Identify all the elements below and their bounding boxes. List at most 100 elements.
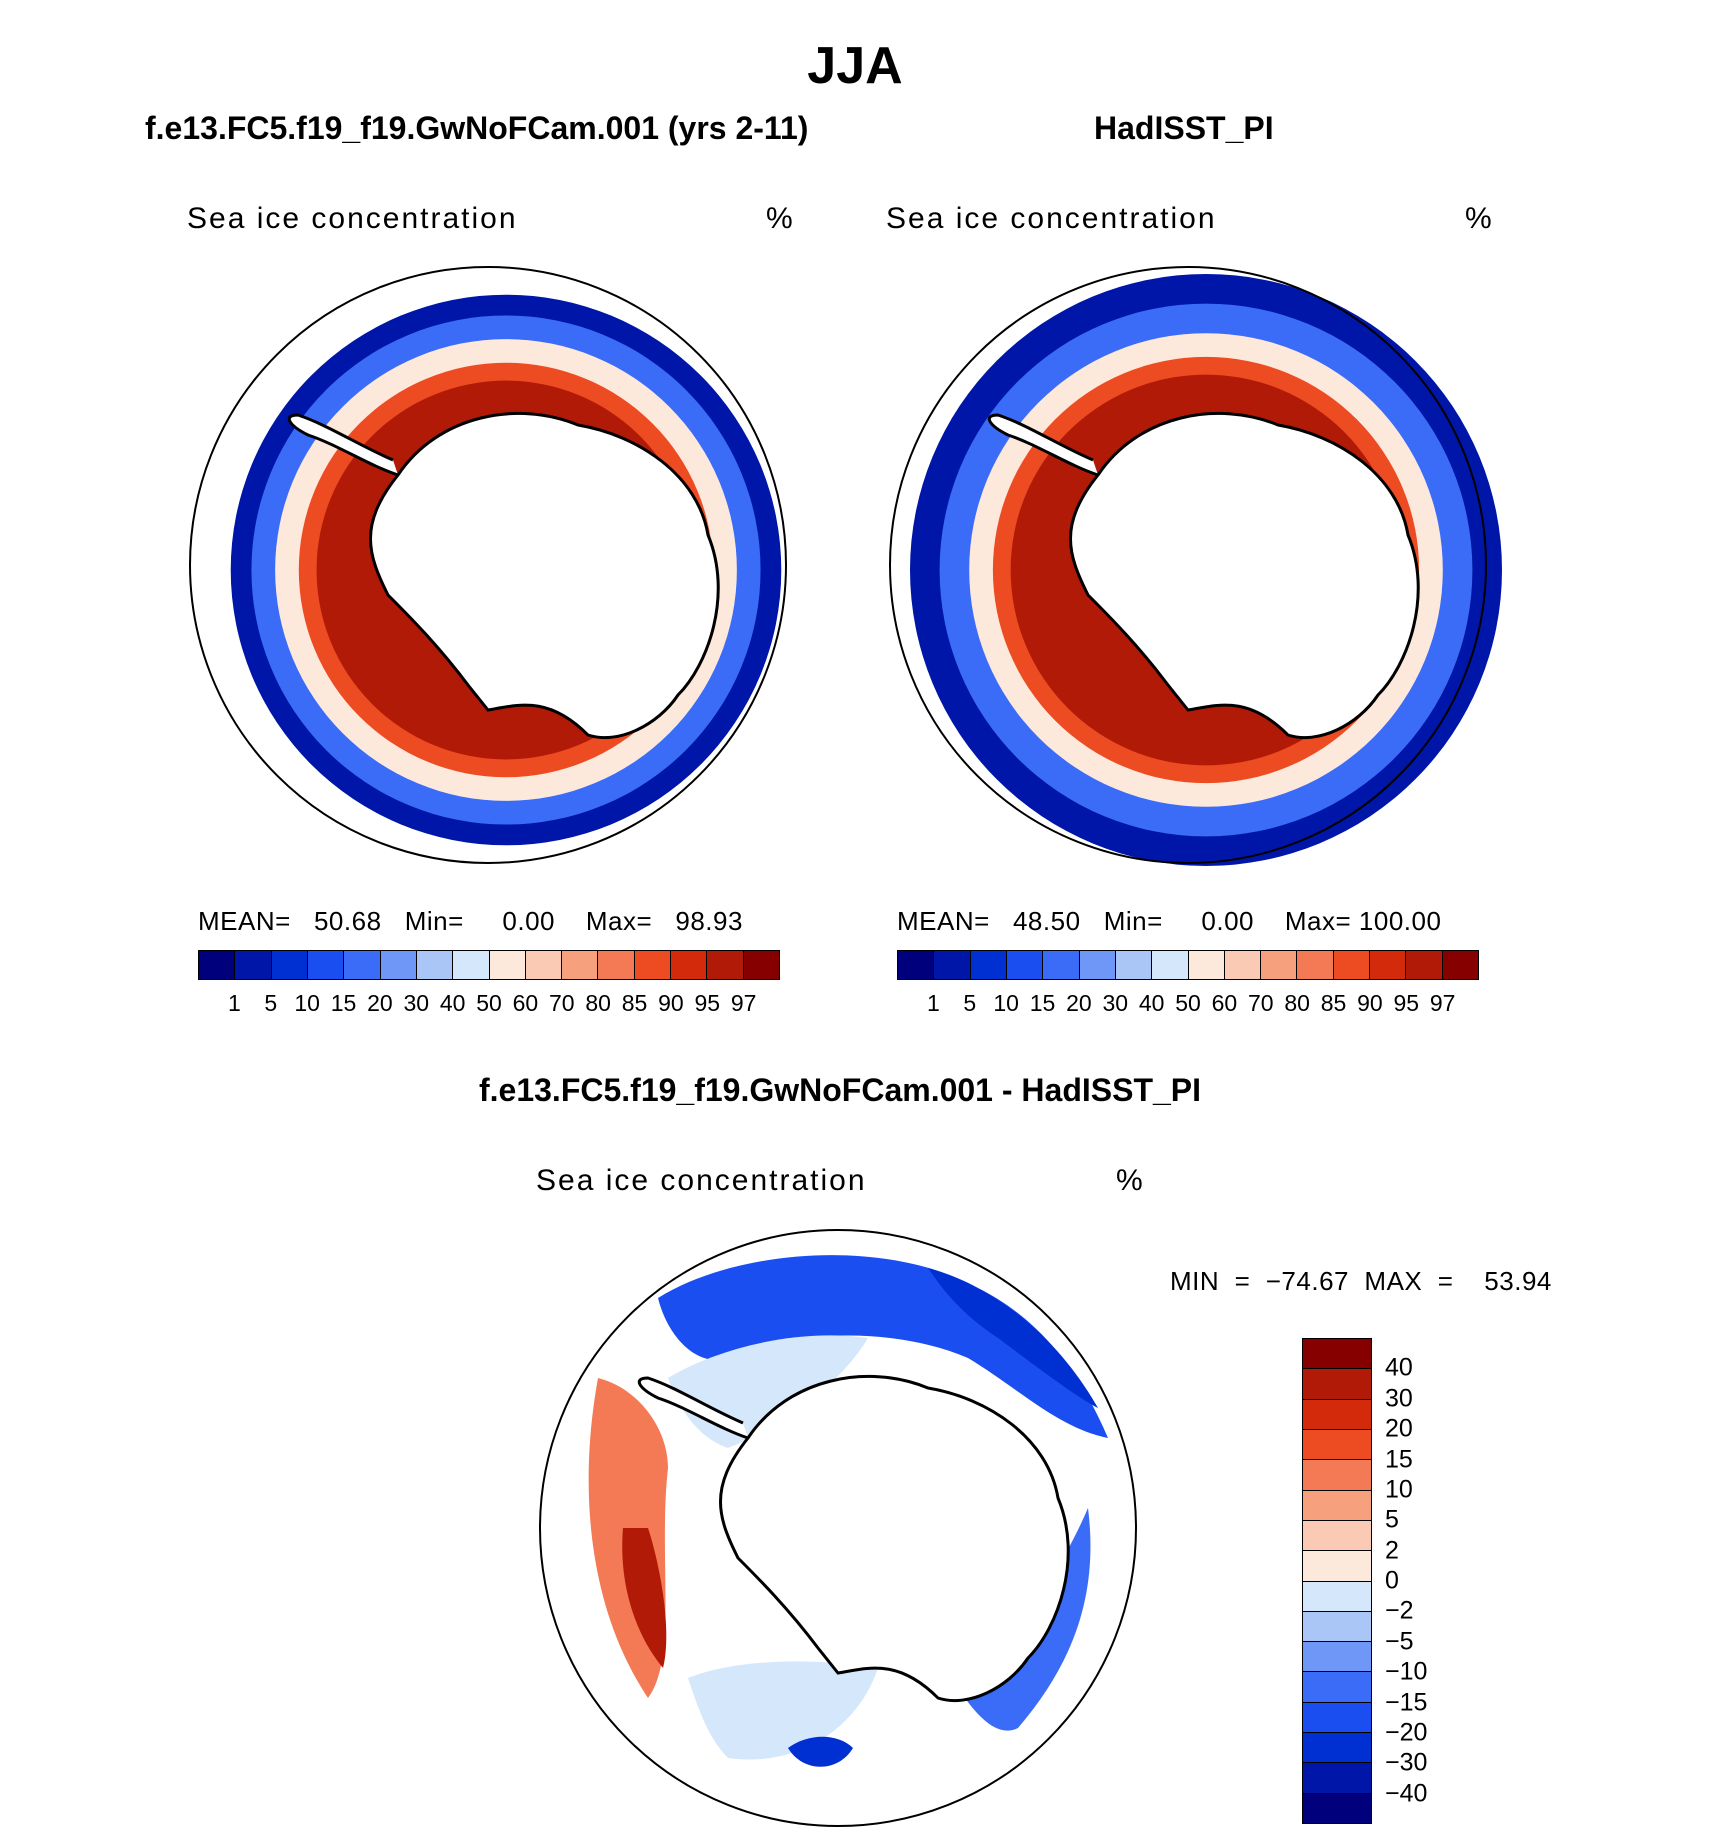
colorbar-tick-label: −30 [1385,1748,1428,1777]
colorbar-tick-label: 20 [1066,990,1092,1016]
colorbar-swatch [1079,951,1116,979]
colorbar-tick-label: 40 [439,990,466,1016]
colorbar-tick-label: 1 [926,990,940,1016]
colorbar-tick-label: 15 [330,990,357,1016]
antarctic-peninsula-coastline [987,413,1099,477]
colorbar-swatch [271,951,308,979]
antarctic-peninsula-coastline [287,413,399,477]
colorbar-tick-label: 30 [1385,1384,1413,1413]
colorbar-swatch [1303,1490,1371,1521]
colorbar-tick-label: 85 [621,990,648,1016]
colorbar-swatch [453,951,490,979]
colorbar-swatch [1303,1460,1371,1491]
obs-map-boundary [889,266,1487,864]
colorbar-tick-label: 1 [227,990,241,1016]
colorbar-tick-label: 70 [1247,990,1274,1016]
diff-map-boundary [539,1229,1137,1827]
colorbar-swatch [525,951,563,979]
colorbar-tick-label: −40 [1385,1779,1428,1808]
colorbar-swatch [235,951,272,979]
colorbar-tick-label: 80 [585,990,611,1016]
colorbar-tick-label: 20 [367,990,393,1016]
diff-variable-label: Sea ice concentration [536,1164,867,1197]
diff-colorbar-ticks: 40 30 20 15 10 5 2 0 −2 −5 −10 −15 −20 −30 −40 [1385,1338,1465,1824]
colorbar-swatch [1224,951,1262,979]
panel-title-obs: HadISST_PI [1094,110,1274,146]
model-polar-map [189,266,787,864]
colorbar-tick-label: 95 [1393,990,1420,1016]
obs-variable-label: Sea ice concentration [886,202,1217,235]
obs-colorbar-ticks: 1 5 10 15 20 30 40 50 60 70 80 85 90 95 97 [897,990,1479,1020]
colorbar-swatch [1152,951,1189,979]
colorbar-swatch [1303,1339,1371,1370]
colorbar-tick-label: 0 [1385,1566,1399,1595]
colorbar-swatch [1442,951,1478,979]
colorbar-swatch [598,951,635,979]
colorbar-swatch [1261,951,1298,979]
colorbar-swatch [970,951,1007,979]
colorbar-swatch [1303,1520,1371,1552]
colorbar-tick-label: 2 [1385,1536,1399,1565]
obs-polar-map [889,266,1502,866]
colorbar-tick-label: −20 [1385,1718,1428,1747]
colorbar-swatch [1303,1733,1371,1764]
diff-polar-map [539,1229,1137,1827]
colorbar-swatch [1303,1642,1371,1673]
colorbar-tick-label: 5 [1385,1505,1399,1534]
colorbar-swatch [1006,951,1044,979]
diff-stats: MIN = −74.67 MAX = 53.94 [1170,1266,1552,1296]
colorbar-swatch [743,951,779,979]
colorbar-swatch [1303,1672,1371,1703]
colorbar-swatch [1406,951,1443,979]
colorbar-tick-label: 5 [963,990,977,1016]
obs-stats: MEAN= 48.50 Min= 0.00 Max= 100.00 [897,906,1442,936]
colorbar-swatch [1303,1551,1371,1582]
colorbar-swatch [199,951,236,979]
colorbar-tick-label: −15 [1385,1688,1428,1716]
panel-title-model: f.e13.FC5.f19_f19.GwNoFCam.001 (yrs 2-11… [145,110,809,146]
panel-title-diff: f.e13.FC5.f19_f19.GwNoFCam.001 - HadISST… [478,1072,1202,1108]
model-units-label: % [766,202,793,235]
diff-units-label: % [1116,1164,1143,1197]
colorbar-swatch [380,951,417,979]
colorbar-tick-label: 10 [1385,1475,1413,1504]
colorbar-tick-label: 50 [1175,990,1201,1016]
diff-strong-positive-anomaly [622,1528,667,1668]
colorbar-swatch [1043,951,1080,979]
colorbar-swatch [934,951,971,979]
colorbar-tick-label: 90 [658,990,684,1016]
obs-units-label: % [1465,202,1492,235]
colorbar-swatch [1188,951,1225,979]
colorbar-swatch [307,951,345,979]
colorbar-swatch [1303,1763,1371,1794]
figure-title: JJA [807,37,903,95]
diff-weak-negative-anomaly-south [688,1661,878,1760]
antarctica-coastline [1069,412,1420,740]
colorbar-tick-label: −10 [1385,1657,1428,1686]
colorbar-tick-label: 20 [1385,1414,1413,1443]
colorbar-swatch [1333,951,1371,979]
colorbar-swatch [1303,1702,1371,1734]
diff-strong-negative-anomaly-northeast [928,1268,1098,1408]
colorbar-swatch [1297,951,1334,979]
colorbar-swatch [898,951,935,979]
colorbar-swatch [1303,1793,1371,1823]
colorbar-tick-label: 30 [403,990,430,1016]
colorbar-swatch [1303,1369,1371,1400]
colorbar-tick-label: 10 [294,990,320,1016]
antarctic-peninsula-coastline [637,1376,749,1440]
colorbar-swatch [634,951,672,979]
colorbar-swatch [489,951,526,979]
colorbar-tick-label: 97 [730,990,757,1016]
colorbar-tick-label: 30 [1102,990,1129,1016]
colorbar-tick-label: 40 [1385,1353,1413,1382]
model-colorbar [198,950,780,980]
antarctica-coastline [369,412,720,740]
colorbar-tick-label: 95 [694,990,721,1016]
colorbar-swatch [1115,951,1153,979]
colorbar-tick-label: 40 [1138,990,1165,1016]
antarctica-coastline [719,1375,1070,1703]
colorbar-tick-label: 15 [1385,1445,1413,1473]
colorbar-swatch [707,951,744,979]
colorbar-tick-label: 97 [1429,990,1456,1016]
